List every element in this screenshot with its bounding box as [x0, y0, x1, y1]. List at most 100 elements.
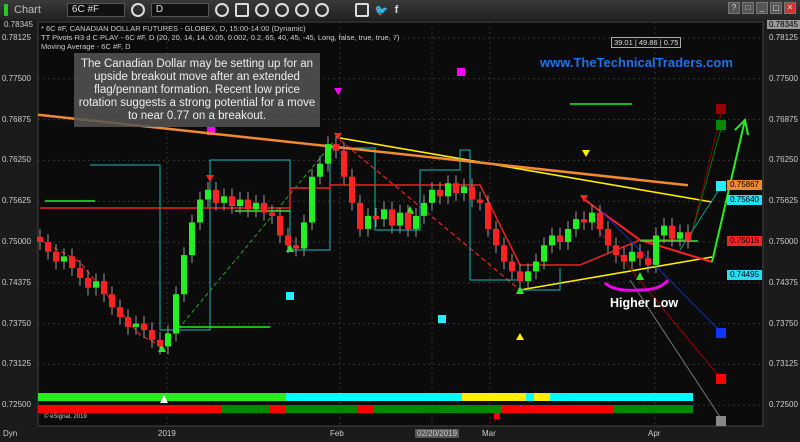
candle-body	[597, 212, 603, 229]
candle-body	[357, 202, 363, 229]
candle-body	[117, 307, 123, 318]
candle-body	[509, 261, 515, 272]
candle-body	[37, 236, 43, 242]
candle-body	[157, 339, 163, 347]
date-apr: Apr	[648, 429, 661, 438]
y-tick-left: 0.76875	[2, 114, 31, 124]
legend-study: TT Pivots R3 d C PLAY - 6C #F, D (20, 20…	[41, 33, 400, 42]
indicator-segment	[526, 393, 534, 401]
y-tick-right: 0.76875	[769, 114, 798, 124]
candle-body	[581, 219, 587, 223]
candle-body	[533, 261, 539, 272]
clock-icon[interactable]	[214, 3, 229, 17]
pencil-icon[interactable]	[234, 3, 249, 17]
candle-body	[61, 256, 67, 262]
candle-body	[501, 245, 507, 262]
candle-body	[245, 199, 251, 210]
date-cursor: 02/20/2019	[415, 429, 460, 438]
restore-button[interactable]: □	[742, 2, 754, 14]
candle-body	[565, 228, 571, 242]
app-label: Chart	[14, 4, 41, 16]
y-tick-left: 0.75625	[2, 196, 31, 206]
cursor-readout: 39.01 | 49.86 | 0.75	[611, 37, 682, 48]
candle-body	[109, 294, 115, 308]
candle-body	[53, 251, 59, 262]
indicator-segment	[550, 393, 693, 401]
candle-body	[405, 212, 411, 229]
study-icon[interactable]	[254, 3, 269, 17]
dyn-label[interactable]: Dyn	[3, 429, 18, 438]
pivot-marker	[716, 104, 726, 114]
candle-body	[301, 222, 307, 249]
indicator-segment	[38, 393, 286, 401]
price-tag: 0.75867	[727, 180, 762, 191]
candle-body	[341, 150, 347, 177]
y-tick-right: 0.77500	[769, 73, 798, 83]
candle-body	[661, 225, 667, 236]
play-icon[interactable]	[274, 3, 289, 17]
pivot-marker	[716, 328, 726, 338]
candle-body	[253, 202, 259, 210]
candle-body	[197, 199, 203, 223]
pivot-marker	[716, 120, 726, 130]
date-mar: Mar	[482, 429, 496, 438]
toolbar: Chart 6C #F D 🐦 f ? □ _ ▢ ✕	[0, 0, 800, 20]
candle-body	[677, 232, 683, 239]
link-indicator-icon	[4, 4, 8, 16]
candle-body	[261, 202, 267, 213]
minimize-button[interactable]: _	[756, 2, 768, 14]
symbol-settings-icon[interactable]	[130, 3, 145, 17]
price-tag: 0.75015	[727, 236, 762, 247]
candle-body	[637, 251, 643, 259]
y-tick-right: 0.73125	[769, 359, 798, 369]
candle-body	[133, 323, 139, 327]
candle-body	[629, 251, 635, 262]
candle-body	[141, 323, 147, 331]
candle-body	[165, 333, 171, 347]
candle-body	[309, 176, 315, 223]
indicator-segment	[222, 405, 270, 413]
y-tick-right: 0.74375	[769, 277, 798, 287]
y-tick-left: 0.74375	[2, 277, 31, 287]
candle-body	[229, 196, 235, 207]
link-icon[interactable]	[314, 3, 329, 17]
maximize-button[interactable]: ▢	[770, 2, 782, 14]
candle-body	[469, 186, 475, 200]
candle-body	[605, 228, 611, 246]
candle-body	[653, 235, 659, 265]
candle-body	[397, 212, 403, 226]
candle-body	[389, 209, 395, 226]
candle-body	[317, 163, 323, 177]
y-tick-left: 0.72500	[2, 400, 31, 410]
alert-icon[interactable]	[294, 3, 309, 17]
y-tick-left: 0.75000	[2, 237, 31, 246]
candle-body	[221, 196, 227, 203]
candle-body	[485, 202, 491, 229]
y-tick-right: 0.73750	[769, 318, 798, 328]
close-button[interactable]: ✕	[784, 2, 796, 14]
interval-select[interactable]: D	[150, 3, 209, 17]
candle-body	[125, 317, 131, 327]
candle-body	[373, 215, 379, 220]
candle-body	[557, 235, 563, 242]
website-watermark: www.TheTechnicalTraders.com	[540, 55, 733, 70]
candle-body	[213, 189, 219, 203]
candle-body	[181, 255, 187, 295]
y-tick-right: 0.72500	[769, 400, 798, 410]
candle-body	[349, 176, 355, 203]
symbol-input[interactable]: 6C #F	[66, 3, 125, 17]
candle-body	[45, 242, 51, 252]
y-tick-left: 0.78125	[2, 33, 31, 42]
y-tick-right: 0.75000	[769, 237, 798, 246]
indicator-segment	[462, 393, 526, 401]
candle-body	[685, 232, 691, 241]
candle-body	[445, 183, 451, 197]
chat-icon[interactable]	[354, 3, 369, 17]
candle-body	[269, 212, 275, 216]
facebook-icon[interactable]: f	[394, 4, 399, 16]
help-button[interactable]: ?	[728, 2, 740, 14]
twitter-icon[interactable]: 🐦	[374, 4, 389, 17]
date-feb: Feb	[330, 429, 344, 438]
candle-body	[453, 183, 459, 194]
legend-symbol: * 6C #F, CANADIAN DOLLAR FUTURES - GLOBE…	[41, 24, 306, 33]
